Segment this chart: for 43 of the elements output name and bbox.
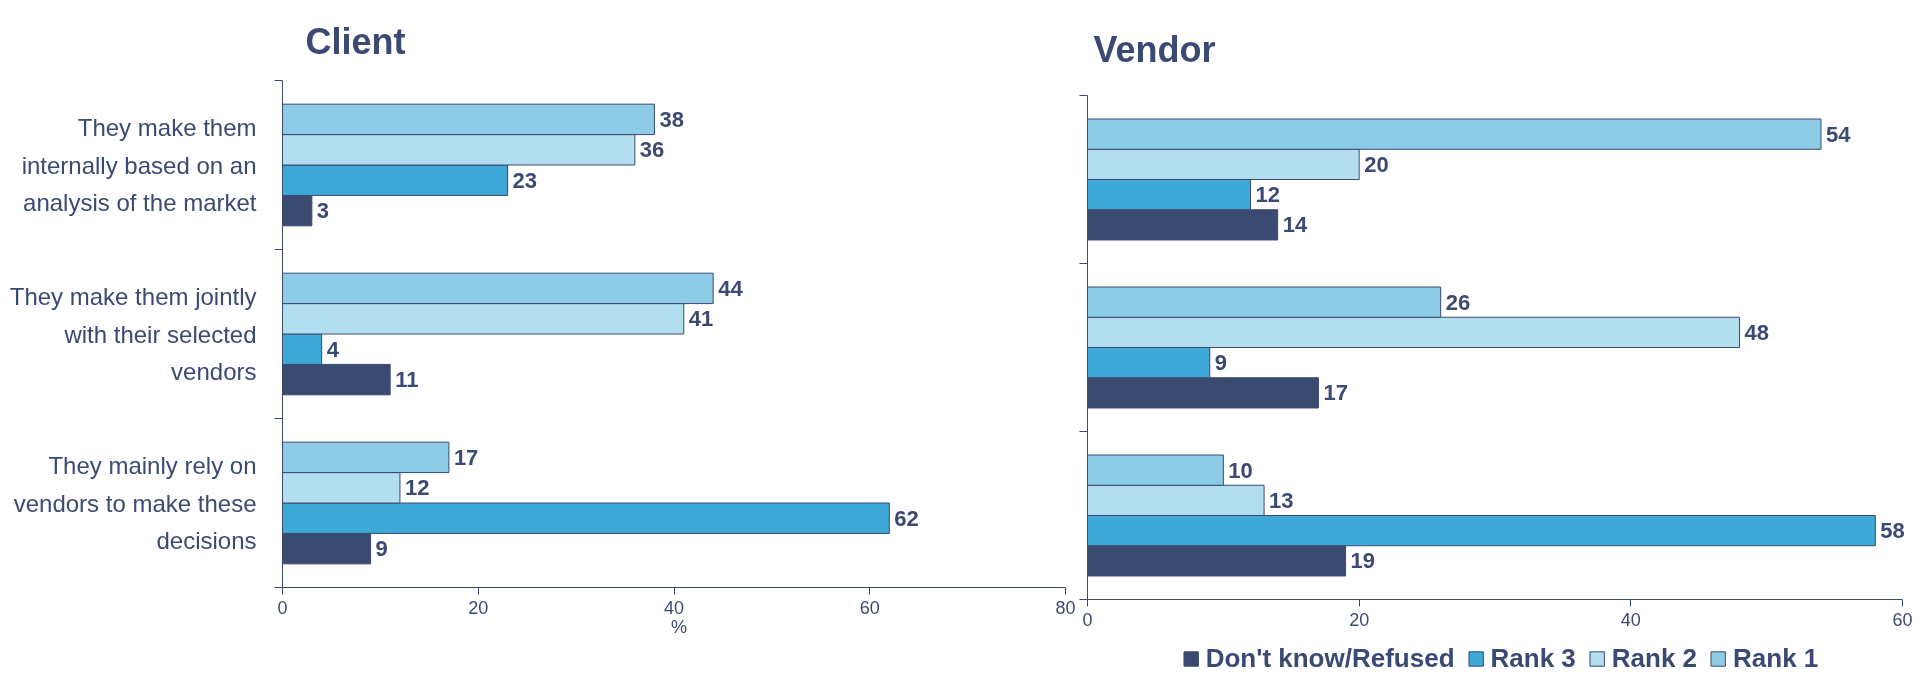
legend-label: Rank 3: [1490, 642, 1576, 674]
data-label: 9: [1214, 350, 1227, 376]
y-tick-label: They make them internally based on an analysis of the market: [21, 113, 257, 217]
x-tick-label: 40: [663, 597, 685, 618]
data-label: 14: [1282, 212, 1308, 238]
x-tick-label: 40: [1620, 609, 1641, 630]
data-label: 4: [326, 336, 340, 362]
data-label: 38: [659, 106, 684, 132]
y-tick-label: They make them jointly with their selected vendors: [9, 282, 257, 386]
x-tick-label: 0: [277, 597, 288, 618]
data-label: 11: [395, 367, 419, 393]
data-label: 10: [1228, 457, 1253, 483]
data-label: 48: [1744, 319, 1769, 345]
data-label: 19: [1350, 548, 1376, 574]
x-tick-label: 60: [1892, 609, 1913, 630]
legend-label: Don't know/Refused: [1205, 642, 1455, 674]
y-tick-label: They mainly rely on vendors to make these decisions: [13, 451, 257, 555]
legend-label: Rank 2: [1611, 642, 1698, 674]
data-label: 54: [1826, 121, 1852, 147]
chart-title: Vendor: [1093, 28, 1216, 70]
data-label: 44: [718, 275, 744, 301]
data-label: 9: [375, 536, 388, 562]
data-label: 62: [894, 505, 919, 531]
x-tick-label: 0: [1082, 609, 1093, 630]
data-label: 13: [1269, 487, 1294, 513]
x-tick-label: 20: [1349, 609, 1370, 630]
data-label: 23: [512, 167, 538, 193]
legend-label: Rank 1: [1733, 642, 1819, 674]
chart-title: Client: [305, 21, 406, 62]
x-tick-label: 60: [859, 597, 880, 618]
data-label: 17: [1323, 380, 1348, 406]
data-label: 3: [316, 198, 330, 224]
data-label: 12: [404, 475, 430, 501]
x-tick-label: 20: [468, 597, 489, 618]
data-label: 26: [1445, 289, 1471, 315]
data-label: 41: [688, 306, 714, 332]
data-label: 58: [1880, 518, 1905, 544]
data-label: 12: [1255, 182, 1280, 208]
data-label: 36: [639, 137, 665, 163]
data-label: 17: [453, 444, 479, 470]
x-axis-title: %: [671, 616, 688, 637]
data-label: 20: [1364, 151, 1389, 177]
x-tick-label: 80: [1055, 597, 1076, 618]
